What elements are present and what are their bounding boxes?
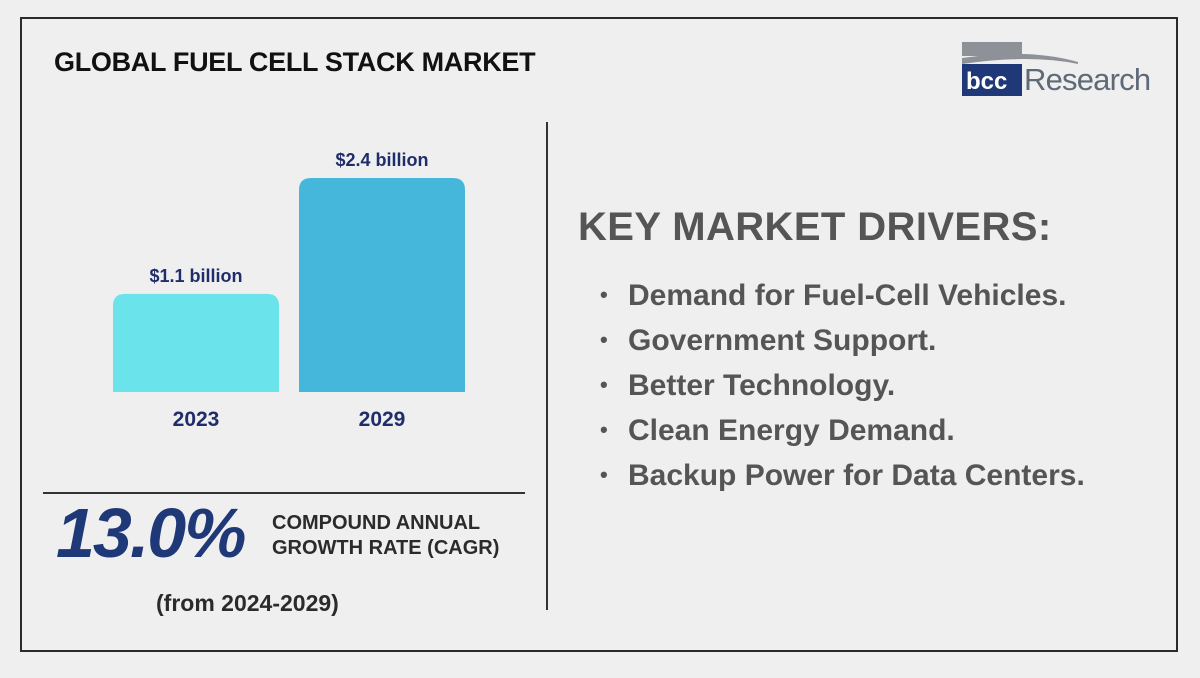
driver-item: • Better Technology. bbox=[600, 363, 1085, 408]
infographic-frame bbox=[20, 17, 1178, 652]
bcc-research-logo: bcc bbox=[962, 42, 1078, 96]
logo-text: Research bbox=[1024, 62, 1151, 97]
bar-2029 bbox=[299, 178, 465, 392]
vertical-divider bbox=[546, 122, 548, 610]
driver-text: Demand for Fuel-Cell Vehicles. bbox=[628, 279, 1067, 312]
driver-item: • Government Support. bbox=[600, 318, 1085, 363]
cagr-label: COMPOUND ANNUAL GROWTH RATE (CAGR) bbox=[272, 511, 522, 561]
category-label: 2023 bbox=[173, 408, 220, 431]
bullet-icon: • bbox=[600, 372, 608, 397]
cagr-period: (from 2024-2029) bbox=[156, 590, 339, 616]
bullet-icon: • bbox=[600, 327, 608, 352]
bar-2023 bbox=[113, 293, 279, 392]
bullet-icon: • bbox=[600, 462, 608, 487]
bullet-icon: • bbox=[600, 282, 608, 307]
driver-item: • Demand for Fuel-Cell Vehicles. bbox=[600, 273, 1085, 318]
cagr-value: 13.0% bbox=[56, 494, 246, 572]
driver-item: • Backup Power for Data Centers. bbox=[600, 453, 1085, 498]
page-title: GLOBAL FUEL CELL STACK MARKET bbox=[54, 47, 536, 77]
driver-item: • Clean Energy Demand. bbox=[600, 408, 1085, 453]
horizontal-divider bbox=[43, 492, 525, 494]
drivers-title: KEY MARKET DRIVERS: bbox=[578, 205, 1052, 249]
driver-text: Government Support. bbox=[628, 324, 937, 357]
cagr-label-line2: GROWTH RATE (CAGR) bbox=[272, 537, 500, 559]
category-label: 2029 bbox=[359, 408, 406, 431]
bullet-icon: • bbox=[600, 417, 608, 442]
drivers-list: • Demand for Fuel-Cell Vehicles. • Governm… bbox=[600, 273, 1085, 498]
bar-value-label: $2.4 billion bbox=[335, 150, 428, 170]
driver-text: Backup Power for Data Centers. bbox=[628, 459, 1085, 492]
driver-text: Clean Energy Demand. bbox=[628, 414, 955, 447]
cagr-label-line1: COMPOUND ANNUAL bbox=[272, 512, 481, 534]
logo-mark: bcc bbox=[966, 68, 1007, 95]
driver-text: Better Technology. bbox=[628, 369, 896, 402]
bar-value-label: $1.1 billion bbox=[149, 266, 242, 286]
